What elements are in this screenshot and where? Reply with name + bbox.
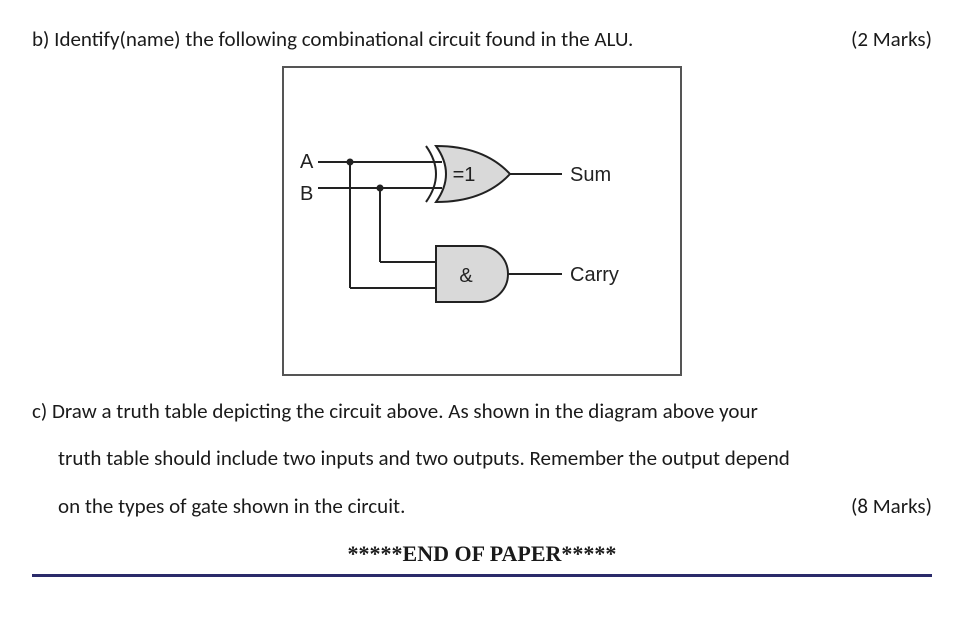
question-b-marks: (2 Marks) <box>851 24 932 56</box>
question-c-marks: (8 Marks) <box>851 487 932 527</box>
question-c-line2: truth table should include two inputs an… <box>32 439 932 479</box>
sum-output-label: Sum <box>570 164 611 186</box>
question-b-text: b) Identify(name) the following combinat… <box>32 24 851 56</box>
xor-symbol: =1 <box>453 164 476 186</box>
xor-gate: =1 <box>426 146 510 202</box>
question-b-row: b) Identify(name) the following combinat… <box>32 24 932 56</box>
and-gate: & <box>436 246 508 302</box>
carry-output-label: Carry <box>570 264 619 286</box>
question-c-line3-text: on the types of gate shown in the circui… <box>58 487 405 527</box>
circuit-diagram-box: A B =1 Su <box>282 66 682 376</box>
half-adder-svg: A B =1 Su <box>284 68 684 378</box>
question-c-line3-row: on the types of gate shown in the circui… <box>32 487 932 527</box>
end-of-paper: *****END OF PAPER***** <box>32 537 932 577</box>
input-b-label: B <box>300 183 313 205</box>
question-c-line1: c) Draw a truth table depicting the circ… <box>32 392 932 432</box>
and-symbol: & <box>459 265 473 287</box>
circuit-diagram-container: A B =1 Su <box>32 66 932 376</box>
input-a-label: A <box>300 151 314 173</box>
